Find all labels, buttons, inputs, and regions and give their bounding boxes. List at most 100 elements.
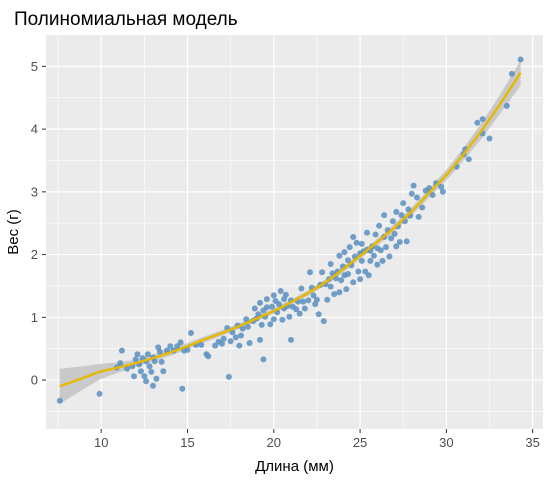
data-point: [393, 243, 400, 250]
data-point: [415, 213, 422, 220]
data-point: [379, 257, 386, 264]
data-point: [244, 323, 251, 330]
x-tick-label: 35: [525, 435, 539, 450]
data-point: [364, 229, 370, 236]
data-point: [370, 252, 377, 259]
data-point: [393, 208, 400, 215]
data-point: [141, 373, 148, 380]
data-point: [365, 272, 372, 279]
data-point: [277, 288, 284, 294]
data-point: [288, 336, 294, 343]
x-tick-label: 25: [353, 435, 367, 450]
data-point: [205, 353, 212, 360]
y-axis-title: Вес (г): [5, 209, 22, 254]
data-point: [345, 257, 351, 264]
data-point: [439, 188, 446, 195]
data-point: [286, 313, 293, 320]
data-point: [188, 330, 194, 336]
data-point: [327, 283, 334, 290]
data-point: [386, 253, 393, 260]
y-tick-label: 5: [31, 59, 38, 74]
data-point: [137, 368, 144, 375]
data-point: [345, 271, 351, 277]
data-point: [257, 336, 263, 343]
data-point: [474, 119, 481, 126]
data-point: [212, 342, 219, 349]
data-point: [151, 358, 158, 365]
x-tick-label: 30: [439, 435, 453, 450]
data-point: [331, 291, 338, 298]
data-point: [508, 70, 515, 77]
data-point: [227, 338, 234, 345]
data-point: [124, 365, 131, 372]
data-point: [408, 190, 415, 197]
data-point: [310, 292, 317, 299]
data-point: [336, 289, 343, 296]
data-point: [341, 249, 348, 256]
data-point: [429, 192, 436, 198]
y-tick-label: 3: [31, 184, 38, 199]
data-point: [355, 268, 362, 275]
x-tick-label: 10: [94, 435, 108, 450]
data-point: [219, 340, 225, 347]
data-point: [198, 341, 205, 348]
data-point: [257, 299, 263, 306]
data-point: [153, 375, 160, 382]
data-point: [117, 360, 124, 367]
data-point: [503, 102, 510, 109]
data-point: [232, 334, 239, 341]
data-point: [246, 340, 253, 346]
data-point: [403, 238, 410, 245]
data-point: [376, 222, 383, 229]
data-point: [279, 316, 286, 323]
data-point: [134, 351, 141, 358]
data-point: [350, 234, 357, 240]
data-point: [367, 257, 374, 264]
data-point: [177, 339, 184, 346]
data-point: [156, 348, 163, 355]
data-point: [358, 240, 365, 247]
data-point: [343, 286, 350, 293]
data-point: [251, 305, 258, 312]
data-point: [269, 303, 276, 310]
data-point: [315, 311, 322, 318]
data-point: [358, 257, 365, 264]
data-point: [220, 335, 227, 342]
data-point: [146, 363, 153, 370]
data-point: [236, 342, 243, 349]
data-point: [270, 316, 277, 323]
y-tick-label: 4: [31, 122, 38, 137]
data-point: [350, 279, 357, 286]
data-point: [300, 298, 307, 305]
data-point: [398, 212, 405, 219]
data-point: [258, 321, 265, 328]
data-point: [319, 269, 326, 276]
data-point: [400, 200, 407, 207]
data-point: [389, 218, 396, 225]
data-point: [405, 206, 412, 213]
y-tick-label: 2: [31, 247, 38, 262]
data-point: [225, 373, 232, 380]
data-point: [517, 56, 524, 63]
chart-title: Полиномиальная модель: [14, 9, 238, 30]
data-point: [267, 321, 274, 328]
data-point: [479, 116, 486, 123]
data-point: [438, 183, 445, 190]
x-tick-label: 15: [180, 435, 194, 450]
data-point: [486, 135, 493, 142]
data-point: [260, 356, 267, 363]
x-axis-ticks: 10 15 20 25 30 35: [94, 429, 540, 450]
data-point: [357, 276, 364, 283]
data-point: [96, 390, 103, 397]
data-point: [338, 277, 345, 284]
data-point: [296, 310, 303, 317]
data-point: [118, 347, 125, 354]
data-point: [419, 204, 426, 211]
data-point: [388, 235, 395, 242]
data-point: [179, 385, 186, 392]
data-point: [414, 194, 420, 201]
data-point: [131, 373, 137, 380]
data-point: [320, 318, 327, 325]
data-point: [372, 231, 379, 238]
